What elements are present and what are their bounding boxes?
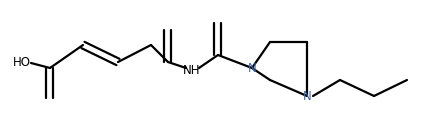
Text: NH: NH	[183, 63, 200, 77]
Text: HO: HO	[13, 56, 31, 70]
Text: N: N	[247, 62, 256, 74]
Text: N: N	[302, 89, 311, 103]
